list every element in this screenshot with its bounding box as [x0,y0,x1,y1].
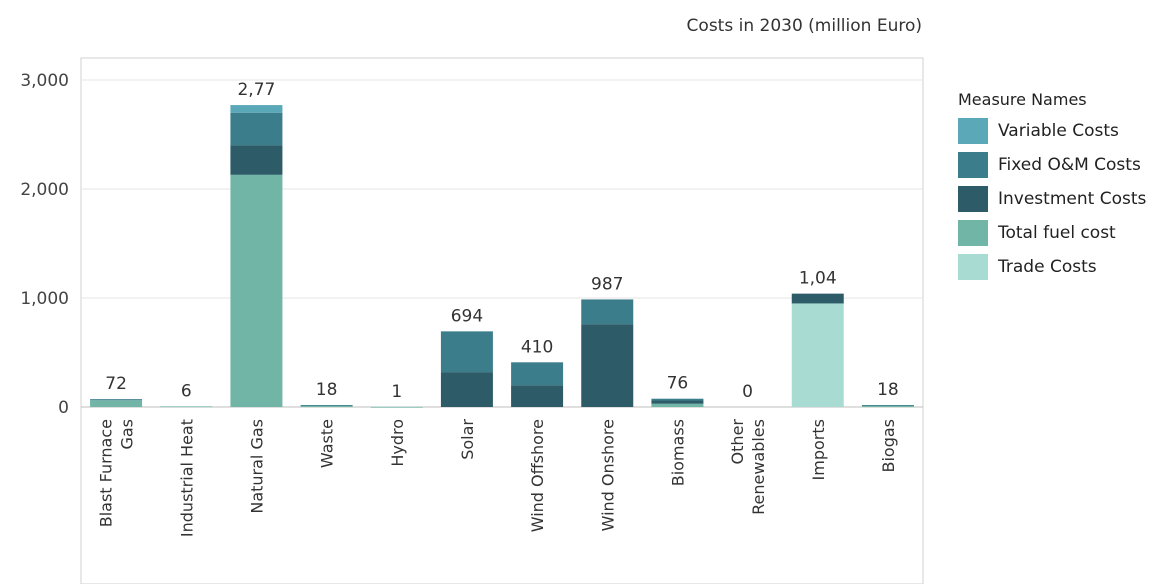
x-tick-label: Industrial Heat [177,419,196,537]
bar-segment [440,331,493,373]
bar-segment [90,400,143,407]
x-tick-label-line: Imports [809,419,828,480]
legend-swatch [958,118,988,144]
y-tick-label: 0 [58,398,69,418]
x-tick-label-line: Solar [458,419,477,460]
x-tick-label-line: Waste [318,419,337,468]
y-tick-label: 1,000 [20,289,69,309]
data-label: 2,77 [237,80,275,100]
bar-segment [230,145,283,175]
x-tick-label: Biogas [879,419,898,473]
x-tick-label-line: Blast Furnace [97,419,116,527]
x-tick-label-line: Natural Gas [247,419,266,514]
data-label: 72 [105,374,127,394]
data-label: 76 [667,374,689,394]
bar-segment [651,403,704,407]
legend-label: Investment Costs [998,189,1147,209]
y-tick-label: 3,000 [20,71,69,91]
legend: Measure Names Variable Costs Fixed O&M Co… [958,90,1146,287]
bar-segment [160,406,213,408]
bar-segment [300,405,353,406]
chart-title: Costs in 2030 (million Euro) [686,16,922,36]
bar-segment [370,406,423,408]
bar-segment [861,405,914,407]
data-label: 410 [521,337,553,357]
bar-segment [230,112,283,146]
data-label: 1,04 [799,269,837,289]
bar-segment [791,293,844,304]
legend-item: Total fuel cost [958,213,1146,253]
plot-frame [80,57,924,584]
bar-segment [230,105,283,113]
x-tick-label-line: Hydro [388,419,407,467]
legend-label: Fixed O&M Costs [998,155,1141,175]
data-label: 18 [877,380,899,400]
data-label: 987 [591,274,623,294]
bar-segment [440,372,493,407]
legend-item: Variable Costs [958,111,1146,151]
chart-plot: 0 1,000 2,000 3,000 72 Blast Furnace Gas 6 Indus… [20,57,924,584]
x-tick-label-line: Biogas [879,419,898,473]
bar-segment [230,174,283,407]
bar-segment [300,405,353,407]
bar-segment [651,400,704,404]
x-tick-label: Imports [809,419,828,480]
x-tick-label: Hydro [388,419,407,467]
data-label: 1 [391,382,402,402]
legend-swatch [958,254,988,280]
bar-segment [90,399,143,401]
data-label: 18 [316,380,338,400]
x-tick-label-line: Other [728,419,747,465]
bar-segment [861,405,914,406]
x-tick-label: Wind Offshore [528,419,547,532]
x-tick-label: Wind Onshore [598,419,617,531]
legend-label: Total fuel cost [998,223,1116,243]
bar-segment [791,303,844,407]
x-tick-label-line: Renewables [749,419,768,515]
x-tick-label-line: Industrial Heat [177,419,196,537]
x-tick-label: Biomass [668,419,687,486]
x-tick-label: Blast Furnace Gas [97,419,137,527]
legend-title: Measure Names [958,90,1087,109]
x-tick-label: Waste [318,419,337,468]
legend-label: Variable Costs [998,121,1119,141]
legend-label: Trade Costs [998,257,1097,277]
x-tick-label-line: Wind Onshore [598,419,617,531]
legend-item: Trade Costs [958,247,1146,287]
x-tick-label: Solar [458,419,477,460]
legend-item: Fixed O&M Costs [958,145,1146,185]
x-tick-label-line: Wind Offshore [528,419,547,532]
legend-swatch [958,186,988,212]
legend-item: Investment Costs [958,179,1146,219]
legend-swatch [958,152,988,178]
x-tick-label: Other Renewables [728,419,768,515]
bar-segment [511,362,564,386]
data-label: 0 [742,382,753,402]
legend-items: Variable Costs Fixed O&M Costs Investment … [958,111,1146,287]
bar-segment [511,385,564,407]
data-label: 694 [451,306,483,326]
x-tick-label-line: Biomass [668,419,687,486]
x-tick-label-line: Gas [118,419,137,450]
bar-segment [651,398,704,401]
x-tick-label: Natural Gas [247,419,266,514]
bar-segment [581,299,634,325]
legend-swatch [958,220,988,246]
y-tick-label: 2,000 [20,180,69,200]
data-label: 6 [181,381,192,401]
bar-segment [581,324,634,407]
